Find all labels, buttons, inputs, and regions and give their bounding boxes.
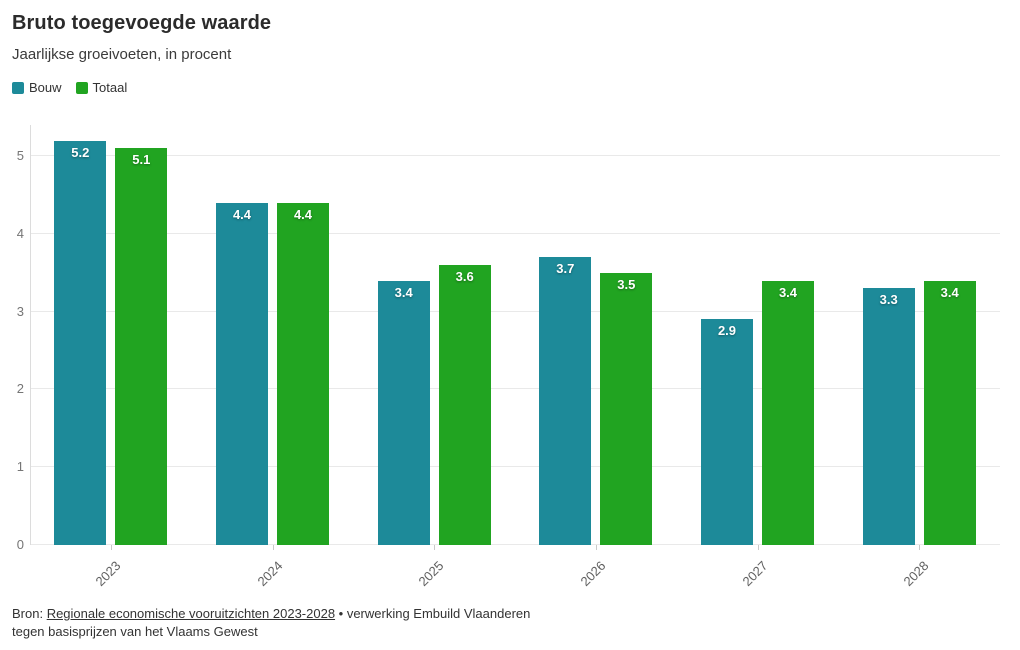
bar-value-label: 5.2	[71, 144, 90, 160]
y-axis-tick-label: 4	[16, 225, 24, 241]
y-axis-tick-label: 1	[16, 459, 24, 475]
y-axis-tick-label: 0	[16, 537, 24, 552]
bar-bouw-2026[interactable]: 3.7	[539, 257, 592, 545]
x-axis-tick	[919, 545, 921, 550]
legend-item-bouw[interactable]: Bouw	[12, 80, 62, 95]
chart-title: Bruto toegevoegde waarde	[12, 12, 272, 34]
x-axis-label-2028: 2028	[900, 558, 932, 590]
x-axis-tick	[110, 545, 112, 550]
bar-totaal-2023[interactable]: 5.1	[115, 148, 168, 545]
bar-bouw-2028[interactable]: 3.3	[862, 288, 915, 545]
bar-totaal-2028[interactable]: 3.4	[923, 280, 976, 545]
bar-value-label: 3.7	[556, 261, 575, 277]
bar-totaal-2027[interactable]: 3.4	[762, 280, 814, 545]
bar-bouw-2025[interactable]: 3.4	[377, 280, 430, 545]
y-axis-tick-label: 5	[16, 148, 24, 164]
bar-value-label: 3.6	[455, 269, 474, 284]
x-axis-label-2027: 2027	[739, 558, 771, 590]
x-axis-label-2026: 2026	[577, 558, 609, 590]
legend-swatch-totaal	[75, 81, 88, 94]
source-suffix: • verwerking Embuild Vlaanderen	[335, 606, 531, 621]
bar-value-label: 3.4	[778, 284, 798, 300]
x-axis-tick	[272, 545, 274, 550]
bar-value-label: 3.4	[394, 284, 413, 300]
legend-label: Totaal	[92, 80, 128, 95]
plot-area: 5.2 5.1 4.4 4.4 3.4 3.6 3.7 3.5 2.9 3.4 3.3 3.4	[30, 125, 1000, 545]
x-axis-tick	[595, 545, 597, 550]
legend-item-totaal[interactable]: Totaal	[75, 80, 128, 95]
y-axis-tick-label: 3	[16, 303, 24, 319]
bar-bouw-2023[interactable]: 5.2	[54, 140, 107, 545]
gridline-y-3	[30, 310, 1000, 312]
bar-totaal-2025[interactable]: 3.6	[438, 265, 491, 545]
bar-totaal-2024[interactable]: 4.4	[277, 202, 329, 545]
gridline-y-1	[30, 466, 1000, 468]
x-axis-label-2024: 2024	[254, 558, 286, 590]
x-axis-label-2025: 2025	[415, 558, 447, 590]
gridline-y-4	[30, 232, 1000, 234]
source-line-1: Bron: Regionale economische vooruitzicht…	[12, 605, 530, 623]
bar-value-label: 5.1	[132, 152, 151, 168]
source-line-2: tegen basisprijzen van het Vlaams Gewest	[12, 624, 258, 639]
source-link[interactable]: Regionale economische vooruitzichten 202…	[46, 606, 336, 621]
x-axis-tick	[434, 545, 436, 550]
legend-swatch-bouw	[12, 81, 24, 94]
gridline-y-2	[30, 388, 1000, 390]
y-axis-line	[30, 125, 31, 545]
bar-value-label: 3.4	[940, 284, 959, 300]
x-axis-tick	[757, 545, 759, 550]
bar-value-label: 3.3	[879, 292, 898, 308]
legend: Bouw Totaal	[12, 80, 127, 95]
x-axis-label-2023: 2023	[92, 558, 124, 590]
y-axis-tick-label: 2	[16, 381, 24, 397]
bar-bouw-2024[interactable]: 4.4	[216, 202, 268, 545]
bar-bouw-2027[interactable]: 2.9	[701, 319, 753, 545]
bar-value-label: 2.9	[717, 323, 737, 339]
bar-totaal-2026[interactable]: 3.5	[600, 272, 653, 545]
bar-value-label: 4.4	[232, 206, 252, 222]
bar-value-label: 3.5	[617, 276, 636, 292]
chart-subtitle: Jaarlijkse groeivoeten, in procent	[12, 46, 232, 63]
source-prefix: Bron:	[12, 606, 47, 621]
source-note: Bron: Regionale economische vooruitzicht…	[12, 605, 530, 641]
legend-label: Bouw	[29, 80, 62, 95]
gridline-y-0	[30, 544, 1000, 545]
bar-value-label: 4.4	[293, 206, 313, 222]
gridline-y-5	[30, 155, 1000, 157]
